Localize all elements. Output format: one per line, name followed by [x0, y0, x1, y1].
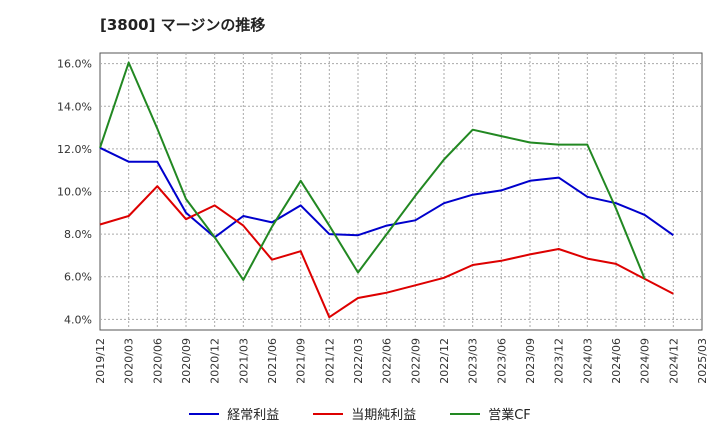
- series-line-0: [99, 146, 674, 239]
- legend-label-net-income: 当期純利益: [351, 408, 417, 423]
- x-tick-label: 2022/09: [409, 338, 422, 384]
- y-tick-label: 4.0%: [64, 313, 92, 326]
- legend-swatch-operating-cf: [450, 412, 481, 415]
- chart-title: [3800] マージンの推移: [100, 16, 266, 34]
- y-tick-label: 6.0%: [64, 271, 92, 284]
- x-tick-label: 2021/12: [323, 338, 336, 384]
- x-tick-label: 2021/06: [266, 338, 279, 384]
- legend-swatch-ordinary-profit: [189, 412, 220, 415]
- x-tick-label: 2020/06: [151, 338, 164, 384]
- x-tick-label: 2019/12: [94, 338, 107, 384]
- y-tick-label: 16.0%: [57, 58, 92, 71]
- x-tick-label: 2020/03: [123, 338, 136, 384]
- x-tick-label: 2023/06: [495, 338, 508, 384]
- x-tick-label: 2025/03: [696, 338, 709, 384]
- x-tick-label: 2020/09: [180, 338, 193, 384]
- y-tick-label: 8.0%: [64, 228, 92, 241]
- y-tick-label: 10.0%: [57, 186, 92, 199]
- x-tick-label: 2021/03: [237, 338, 250, 384]
- legend-item-operating-cf: 営業CF: [450, 404, 531, 423]
- x-tick-label: 2024/12: [667, 338, 680, 384]
- legend-label-ordinary-profit: 経常利益: [227, 408, 280, 423]
- legend-item-net-income: 当期純利益: [313, 404, 416, 423]
- legend-label-operating-cf: 営業CF: [488, 408, 531, 423]
- x-tick-label: 2022/06: [381, 338, 394, 384]
- y-tick-label: 14.0%: [57, 100, 92, 113]
- legend-item-ordinary-profit: 経常利益: [189, 404, 279, 423]
- x-tick-label: 2024/03: [581, 338, 594, 384]
- x-tick-label: 2020/12: [209, 338, 222, 384]
- x-tick-label: 2021/09: [295, 338, 308, 384]
- x-tick-label: 2022/12: [438, 338, 451, 384]
- y-tick-label: 12.0%: [57, 143, 92, 156]
- series-line-1: [99, 185, 674, 319]
- x-tick-label: 2023/03: [467, 338, 480, 384]
- x-tick-label: 2024/06: [610, 338, 623, 384]
- x-tick-label: 2023/12: [553, 338, 566, 384]
- legend: 経常利益 当期純利益 営業CF: [0, 404, 720, 423]
- x-tick-label: 2022/03: [352, 338, 365, 384]
- x-tick-label: 2023/09: [524, 338, 537, 384]
- legend-swatch-net-income: [313, 412, 344, 415]
- series-line-2: [99, 61, 646, 281]
- x-tick-label: 2024/09: [639, 338, 652, 384]
